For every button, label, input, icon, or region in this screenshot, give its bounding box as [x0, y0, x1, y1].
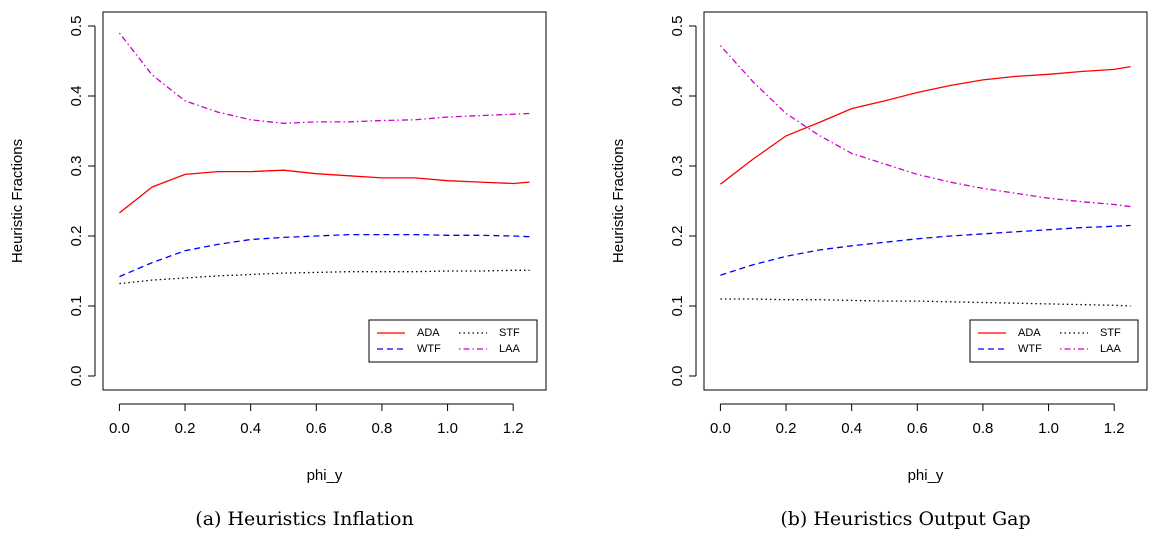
x-tick-label: 0.4 [240, 420, 261, 437]
y-tick-label: 0.5 [669, 16, 686, 37]
y-axis-label: Heuristic Fractions [610, 139, 627, 263]
legend-box [368, 319, 538, 363]
legend-label: WTF [417, 343, 441, 355]
x-tick-label: 0.8 [972, 420, 993, 437]
x-tick-label: 0.6 [907, 420, 928, 437]
y-tick-label: 0.0 [669, 366, 686, 387]
series-line [119, 169, 530, 214]
series-line [119, 233, 530, 278]
y-tick-label: 0.4 [68, 86, 85, 107]
legend-label: LAA [1100, 343, 1121, 355]
y-tick-label: 0.5 [68, 16, 85, 37]
x-axis-label: phi_y [908, 467, 944, 484]
y-axis-label: Heuristic Fractions [9, 139, 26, 263]
x-tick-label: 1.0 [437, 420, 458, 437]
series-line [719, 45, 1131, 208]
legend-label: LAA [499, 343, 520, 355]
x-tick-label: 0.8 [371, 420, 392, 437]
x-tick-label: 0.0 [109, 420, 130, 437]
x-tick-label: 1.2 [1104, 420, 1125, 437]
x-tick-label: 1.0 [1038, 420, 1059, 437]
x-tick-label: 0.2 [776, 420, 797, 437]
legend-label: WTF [1018, 343, 1042, 355]
series-line [720, 224, 1131, 276]
y-tick-label: 0.0 [68, 366, 85, 387]
legend-label: ADA [417, 327, 440, 339]
y-tick-label: 0.2 [68, 226, 85, 247]
legend-label: STF [499, 327, 520, 339]
series-line [720, 298, 1131, 307]
plot-frame [703, 11, 1148, 391]
x-tick-label: 0.2 [175, 420, 196, 437]
legend-label: ADA [1018, 327, 1041, 339]
x-tick-label: 0.0 [710, 420, 731, 437]
x-axis-label: phi_y [307, 467, 343, 484]
plot-frame [102, 11, 547, 391]
y-tick-label: 0.3 [68, 156, 85, 177]
caption: (a) Heuristics Inflation [195, 508, 413, 530]
series-line [118, 32, 530, 124]
x-tick-label: 0.4 [841, 420, 862, 437]
y-tick-label: 0.4 [669, 86, 686, 107]
y-tick-label: 0.3 [669, 156, 686, 177]
y-tick-label: 0.1 [669, 296, 686, 317]
series-line [119, 269, 530, 285]
y-tick-label: 0.1 [68, 296, 85, 317]
y-tick-label: 0.2 [669, 226, 686, 247]
series-line [720, 65, 1131, 185]
legend-box [969, 319, 1139, 363]
x-tick-label: 0.6 [306, 420, 327, 437]
legend-label: STF [1100, 327, 1121, 339]
x-tick-label: 1.2 [503, 420, 524, 437]
caption: (b) Heuristics Output Gap [780, 508, 1030, 530]
